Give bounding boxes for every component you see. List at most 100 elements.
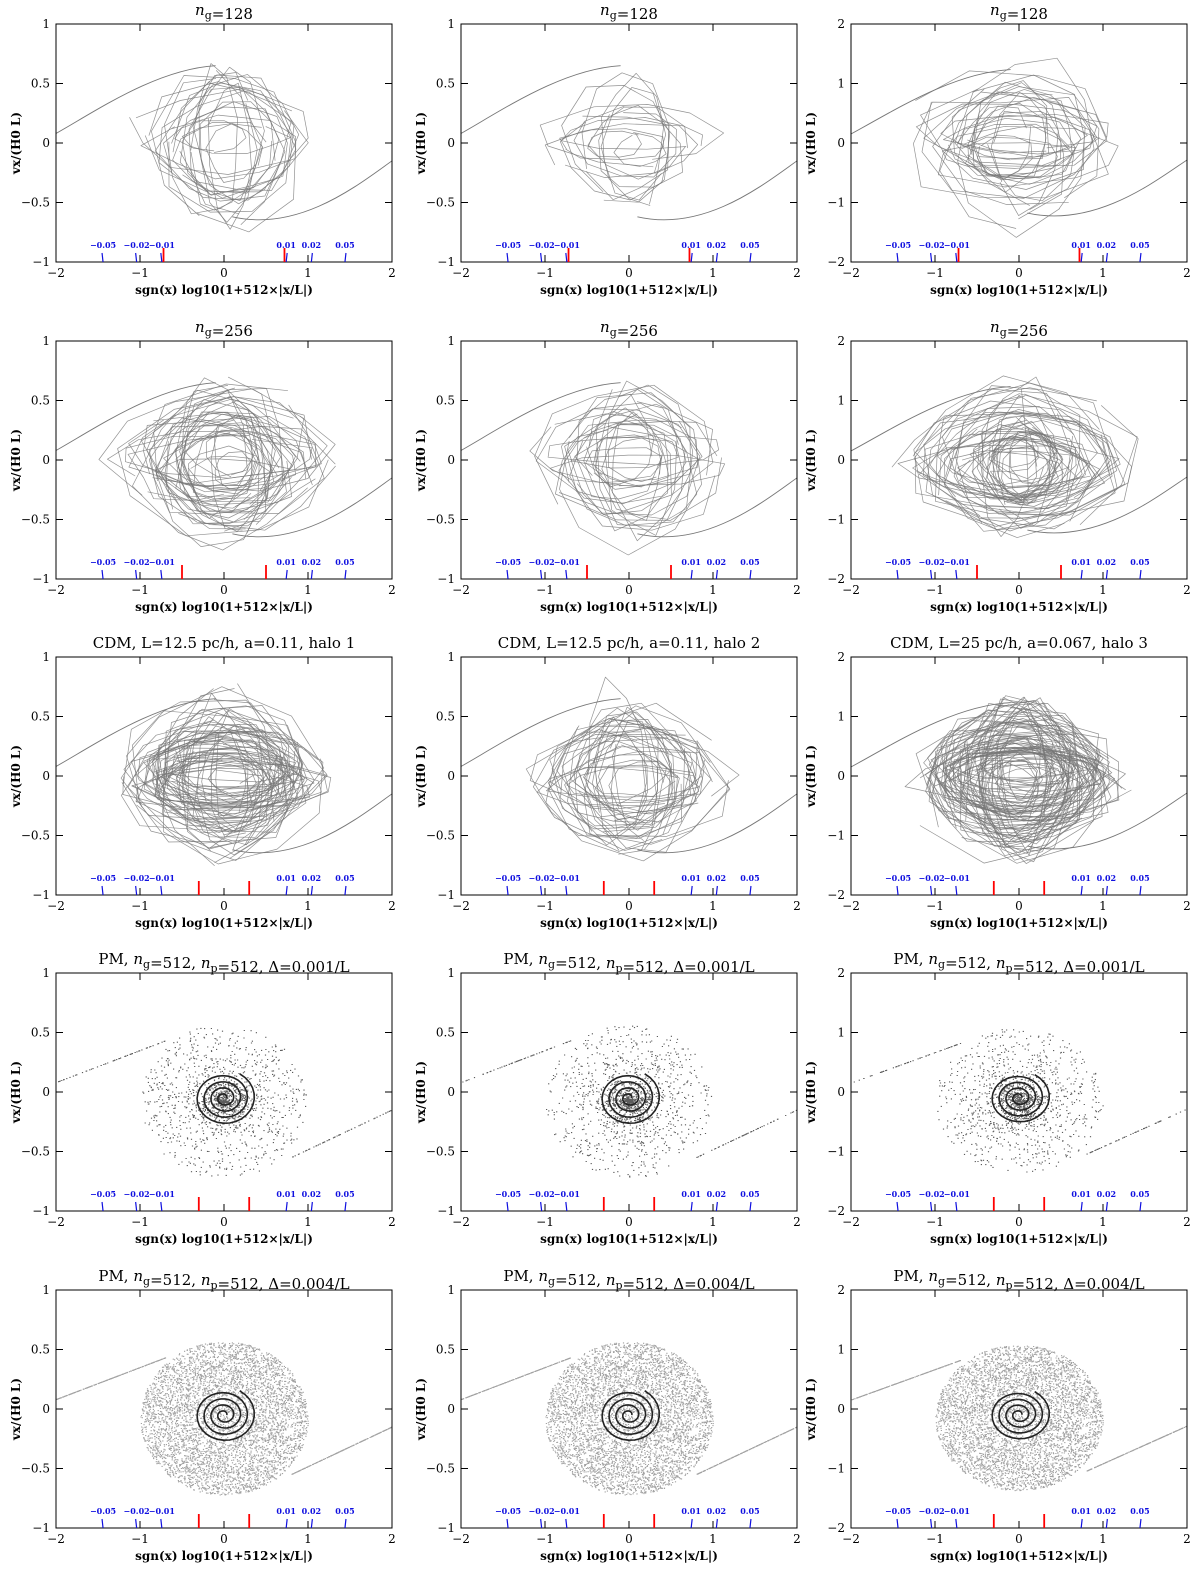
scale-marker-label: −0.05	[495, 240, 521, 250]
y-tick-label: −1	[437, 572, 455, 586]
scale-marker-label: −0.02	[124, 873, 150, 883]
orbit-curve	[201, 738, 247, 817]
scale-marker-label: −0.05	[885, 1189, 911, 1199]
panel-4: ng=256−2 −1 0 1 2−1−0.500.51−0.05 −0.02 −0.01 0…	[9, 318, 396, 614]
data-layer	[853, 1029, 1186, 1173]
orbit-curve	[176, 683, 271, 845]
inflow-curve	[232, 477, 392, 538]
data-layer	[56, 63, 392, 233]
y-tick-label: −0.5	[21, 1145, 50, 1159]
plot-frame	[460, 340, 798, 580]
x-axis-label: sgn(x) log10(1+512×|x/L|)	[540, 1549, 718, 1563]
scale-marker-blue	[690, 885, 693, 896]
y-axis-label: vx/(H0 L)	[414, 112, 428, 175]
scale-marker-label: −0.02	[124, 1506, 150, 1516]
orbit-curve	[979, 388, 1029, 537]
scale-marker-blue	[1139, 252, 1142, 263]
orbit-curve	[987, 110, 1076, 202]
scale-marker-label: 0.05	[335, 1506, 354, 1516]
orbit-curve	[949, 430, 1088, 495]
x-tick-label: 1	[709, 266, 717, 280]
y-tick-label: −0.5	[426, 1145, 455, 1159]
orbit-curve	[561, 408, 701, 516]
orbit-curve	[163, 708, 324, 865]
x-tick-label: 2	[793, 1532, 801, 1546]
orbit-curve	[937, 424, 1077, 486]
orbit-curve	[996, 696, 1049, 841]
y-tick-label: 2	[837, 966, 845, 980]
y-tick-label: 0	[42, 1085, 50, 1099]
x-tick-label: −1	[536, 1215, 554, 1229]
scale-marker-label: −0.05	[90, 557, 116, 567]
y-tick-label: 0	[42, 1402, 50, 1416]
scale-marker-blue	[1080, 569, 1083, 580]
scale-marker-blue	[160, 1201, 163, 1212]
orbit-curve	[609, 706, 659, 839]
data-layer	[851, 375, 1187, 538]
y-axis-label: vx/(H0 L)	[804, 112, 818, 175]
plot-frame	[850, 656, 1188, 896]
orbit-curve	[967, 111, 1088, 158]
y-tick-label: 1	[42, 334, 50, 348]
x-tick-label: −2	[452, 1215, 470, 1229]
scale-marker-label: 0.01	[681, 873, 700, 883]
core-swirl	[601, 1073, 661, 1125]
data-layer	[461, 65, 797, 221]
y-tick-label: −0.5	[21, 1462, 50, 1476]
y-tick-label: −1	[32, 1204, 50, 1218]
orbit-curve	[174, 120, 247, 153]
scale-marker-label: 0.01	[681, 557, 700, 567]
orbit-curve	[148, 723, 280, 821]
panel-6: ng=256 −2 −1 0 1 2 −2 −1 0 1 2 −0.05 −0.02 −0.01 0.01 0…	[804, 318, 1191, 614]
orbit-curve	[990, 92, 1059, 216]
y-tick-label: −1	[827, 829, 845, 843]
scale-marker-blue	[690, 569, 693, 580]
orbit-curve	[187, 455, 271, 495]
panel-7: CDM, L=12.5 pc/h, a=0.11, halo 1−2 −1 0 1 2−…	[9, 634, 396, 930]
orbit-curve	[920, 74, 1085, 190]
y-tick-label: 0	[42, 136, 50, 150]
x-tick-label: 1	[1099, 266, 1107, 280]
y-tick-label: 1	[447, 334, 455, 348]
y-tick-label: 1	[837, 394, 845, 408]
x-tick-label: −1	[926, 899, 944, 913]
scale-marker-label: −0.01	[149, 1506, 175, 1516]
orbit-curve	[943, 711, 1112, 864]
orbit-curve	[559, 128, 665, 160]
orbit-curve	[1008, 758, 1065, 793]
scale-marker-label: −0.05	[885, 1506, 911, 1516]
data-layer	[461, 380, 797, 556]
panel-14: PM, ng=512, np=512, Δ=0.004/L−2 −1 0 1 2−1−0…	[414, 1267, 801, 1563]
scale-marker-label: −0.02	[529, 240, 555, 250]
panel-title: ng=128	[990, 1, 1048, 23]
scale-marker-label: 0.01	[276, 1506, 295, 1516]
scale-marker-blue	[310, 885, 313, 896]
orbit-curve	[949, 749, 1084, 790]
plot-frame	[460, 972, 798, 1212]
x-axis-label: sgn(x) log10(1+512×|x/L|)	[540, 1232, 718, 1246]
x-tick-label: 2	[1183, 1532, 1191, 1546]
x-axis-label: sgn(x) log10(1+512×|x/L|)	[135, 1232, 313, 1246]
x-tick-label: −2	[47, 899, 65, 913]
orbit-curve	[156, 730, 328, 806]
data-layer	[56, 376, 392, 551]
x-tick-label: 2	[1183, 899, 1191, 913]
scale-marker-label: −0.05	[495, 557, 521, 567]
scale-marker-blue	[930, 1518, 933, 1529]
y-tick-label: −2	[827, 1204, 845, 1218]
orbit-curve	[151, 75, 297, 233]
orbit-curve	[205, 123, 263, 183]
scale-marker-blue	[715, 569, 718, 580]
y-tick-label: 1	[42, 1283, 50, 1297]
inflow-curve	[637, 160, 797, 221]
scale-marker-label: 0.01	[1071, 240, 1090, 250]
y-tick-label: 0	[837, 136, 845, 150]
scale-marker-blue	[896, 569, 899, 580]
scale-marker-label: −0.02	[919, 557, 945, 567]
orbit-curve	[919, 724, 1094, 864]
y-tick-label: 1	[42, 966, 50, 980]
y-axis-label: vx/(H0 L)	[804, 745, 818, 808]
x-tick-label: 2	[388, 1532, 396, 1546]
orbit-curve	[175, 752, 294, 818]
